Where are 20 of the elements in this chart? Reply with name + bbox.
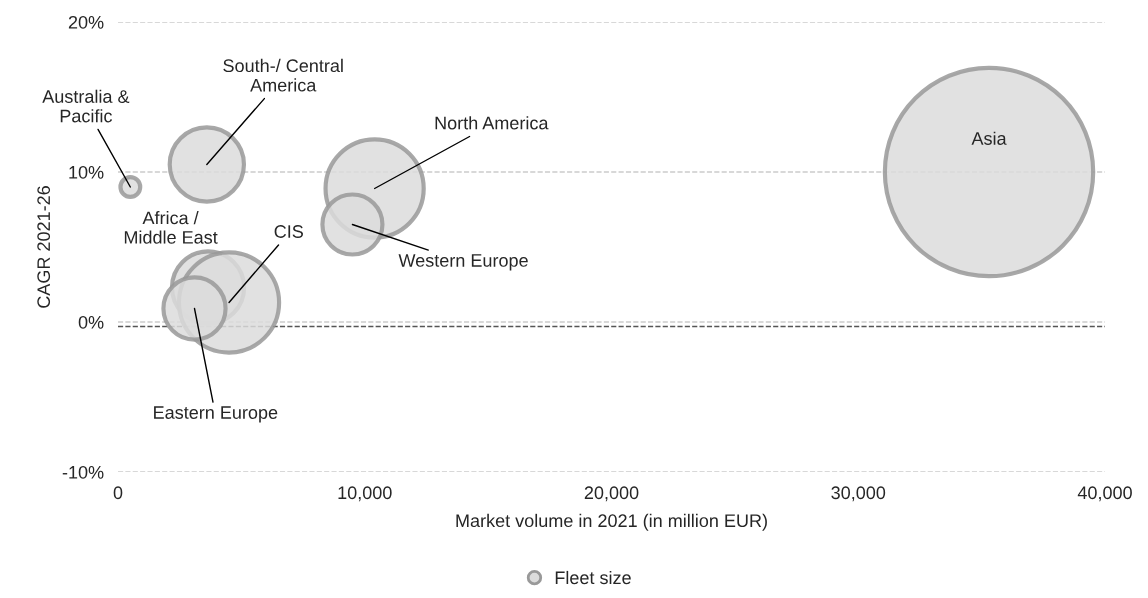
- y-tick-label: 20%: [68, 15, 104, 29]
- annotation: CIS: [274, 225, 303, 238]
- x-tick-label: 20,000: [584, 486, 639, 502]
- y-tick-label: -10%: [62, 465, 104, 479]
- annotation: Western Europe: [398, 254, 528, 271]
- annotation: Eastern Europe: [154, 406, 278, 423]
- x-tick-label: 0: [113, 486, 123, 500]
- y-axis-title: CAGR 2021-26: [37, 186, 51, 308]
- legend-label: Fleet size: [555, 570, 631, 585]
- x-axis-title: Market volume in 2021 (in million EUR): [456, 513, 767, 531]
- y-tick-label: 10%: [69, 165, 104, 179]
- x-tick-label: 40,000: [1077, 486, 1132, 502]
- annotation: Australia & Pacific: [42, 89, 130, 123]
- annotation: North America: [435, 116, 549, 130]
- annotation: South-/ Central America: [223, 58, 343, 92]
- y-tick-label: 0%: [78, 315, 104, 329]
- x-tick-label: 30,000: [831, 486, 886, 502]
- annotation: Africa / Middle East: [124, 211, 218, 244]
- annotation: Asia: [971, 131, 1007, 145]
- x-tick-label: 10,000: [338, 486, 392, 502]
